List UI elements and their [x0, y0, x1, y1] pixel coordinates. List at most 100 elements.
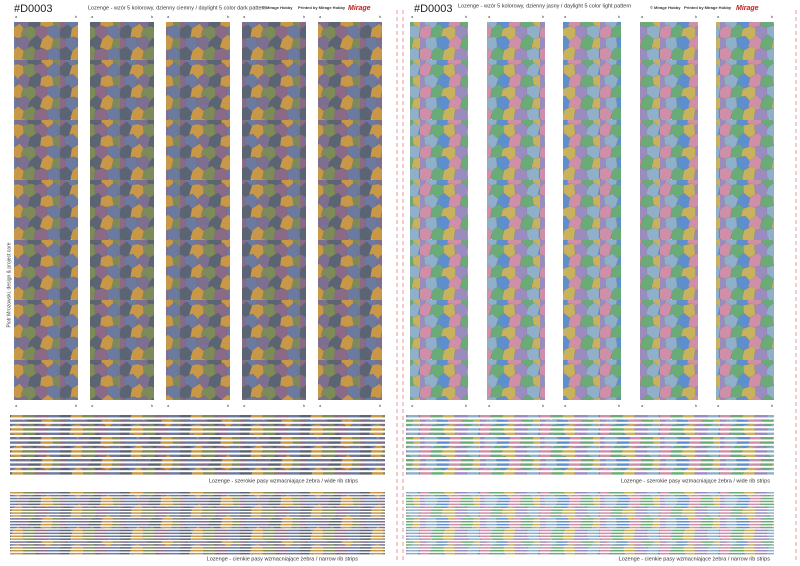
- strip-label: b: [542, 14, 545, 19]
- rib-strip: [10, 437, 385, 440]
- strip-label: a: [91, 403, 94, 408]
- strip-label: b: [151, 14, 154, 19]
- rib-strip: [10, 454, 385, 457]
- strip-label: a: [319, 14, 322, 19]
- rib-strip: [10, 550, 385, 552]
- rib-strip: [10, 515, 385, 517]
- rib-strip: [406, 541, 774, 543]
- sheet-code: #D0003: [14, 3, 53, 15]
- strip-label: b: [303, 14, 306, 19]
- rib-strip: [10, 512, 385, 514]
- rib-strip: [10, 415, 385, 418]
- wide-strip: [410, 22, 468, 400]
- rib-strip: [406, 535, 774, 537]
- wide-strip: [563, 22, 621, 400]
- narrow-caption: Lozenge - cienkie pasy wzmacniające żebr…: [207, 556, 359, 562]
- strip-label: a: [641, 403, 644, 408]
- wide-strip: [716, 22, 774, 400]
- rib-strip: [406, 515, 774, 517]
- rib-strip: [406, 521, 774, 523]
- strip-label: b: [695, 14, 698, 19]
- rib-strip: [406, 544, 774, 546]
- strip-label: b: [75, 14, 78, 19]
- strip-label: b: [303, 403, 306, 408]
- rib-strip: [10, 463, 385, 466]
- copyright: © Mirage Hobby: [262, 5, 293, 10]
- strip-label: b: [379, 14, 382, 19]
- rib-strip: [406, 459, 774, 462]
- rib-strip: [406, 428, 774, 431]
- rib-strip: [406, 450, 774, 453]
- rib-strip: [10, 544, 385, 546]
- rib-strip: [406, 494, 774, 497]
- rib-strip: [10, 492, 385, 494]
- rib-strip: [406, 419, 774, 422]
- strip-label: a: [717, 14, 720, 19]
- rib-strip: [10, 552, 385, 555]
- rib-strip: [10, 532, 385, 535]
- wide-strip: [166, 22, 230, 400]
- strip-label: b: [227, 14, 230, 19]
- printed-by: Printed by Mirage Hobby: [298, 5, 346, 10]
- strip-label: b: [465, 14, 468, 19]
- strip-label: a: [488, 403, 491, 408]
- strip-label: b: [771, 403, 774, 408]
- rib-strip: [10, 547, 385, 549]
- credit: Piotr Mrozowski, design & project care: [6, 242, 12, 327]
- rib-strip: [406, 509, 774, 511]
- wide-caption: Lozenge - szerokie pasy wzmacniające żeb…: [621, 478, 770, 484]
- strip-label: a: [411, 403, 414, 408]
- copyright: © Mirage Hobby: [650, 5, 681, 10]
- rib-strip: [406, 463, 774, 466]
- printed-by: Printed by Mirage Hobby: [684, 5, 732, 10]
- rib-strip: [406, 497, 774, 500]
- sheet-title: Lozenge - wzór 5 kolorowy, dzienny jasny…: [458, 3, 631, 9]
- rib-strip: [406, 529, 774, 532]
- rib-strip: [406, 415, 774, 418]
- rib-strip: [10, 432, 385, 435]
- logo: Mirage: [736, 5, 759, 12]
- strip-label: b: [542, 403, 545, 408]
- rib-strip: [10, 497, 385, 500]
- strip-label: a: [15, 14, 18, 19]
- rib-strip: [406, 445, 774, 449]
- rib-strip: [10, 459, 385, 462]
- sheet-title: Lozenge - wzór 5 kolorowy, dzienny ciemn…: [88, 5, 266, 11]
- strip-label: a: [15, 403, 18, 408]
- strip-label: b: [618, 14, 621, 19]
- logo: Mirage: [348, 5, 371, 12]
- rib-strip: [10, 541, 385, 543]
- rib-strip: [406, 512, 774, 514]
- strip-label: a: [319, 403, 322, 408]
- rib-strip: [406, 437, 774, 440]
- rib-strip: [406, 518, 774, 520]
- rib-strip: [406, 467, 774, 471]
- rib-strip: [406, 552, 774, 555]
- strip-label: a: [488, 14, 491, 19]
- rib-strip: [406, 538, 774, 540]
- rib-strip: [406, 532, 774, 535]
- rib-strip: [406, 432, 774, 435]
- wide-strip: [640, 22, 698, 400]
- sheet-code: #D0003: [414, 3, 453, 15]
- rib-strip: [406, 492, 774, 494]
- rib-strip: [10, 494, 385, 497]
- strip-label: a: [717, 403, 720, 408]
- strip-label: a: [564, 14, 567, 19]
- strip-label: b: [227, 403, 230, 408]
- wide-strip: [14, 22, 78, 400]
- strip-label: b: [618, 403, 621, 408]
- rib-strip: [406, 441, 774, 444]
- strip-label: a: [411, 14, 414, 19]
- rib-strip: [10, 500, 385, 503]
- strip-label: a: [243, 403, 246, 408]
- wide-caption: Lozenge - szerokie pasy wzmacniające żeb…: [209, 478, 358, 484]
- rib-strip: [406, 506, 774, 508]
- rib-strip: [10, 428, 385, 431]
- rib-strip: [10, 472, 385, 475]
- strip-label: b: [465, 403, 468, 408]
- strip-label: a: [167, 14, 170, 19]
- rib-strip: [10, 445, 385, 449]
- strip-label: b: [75, 403, 78, 408]
